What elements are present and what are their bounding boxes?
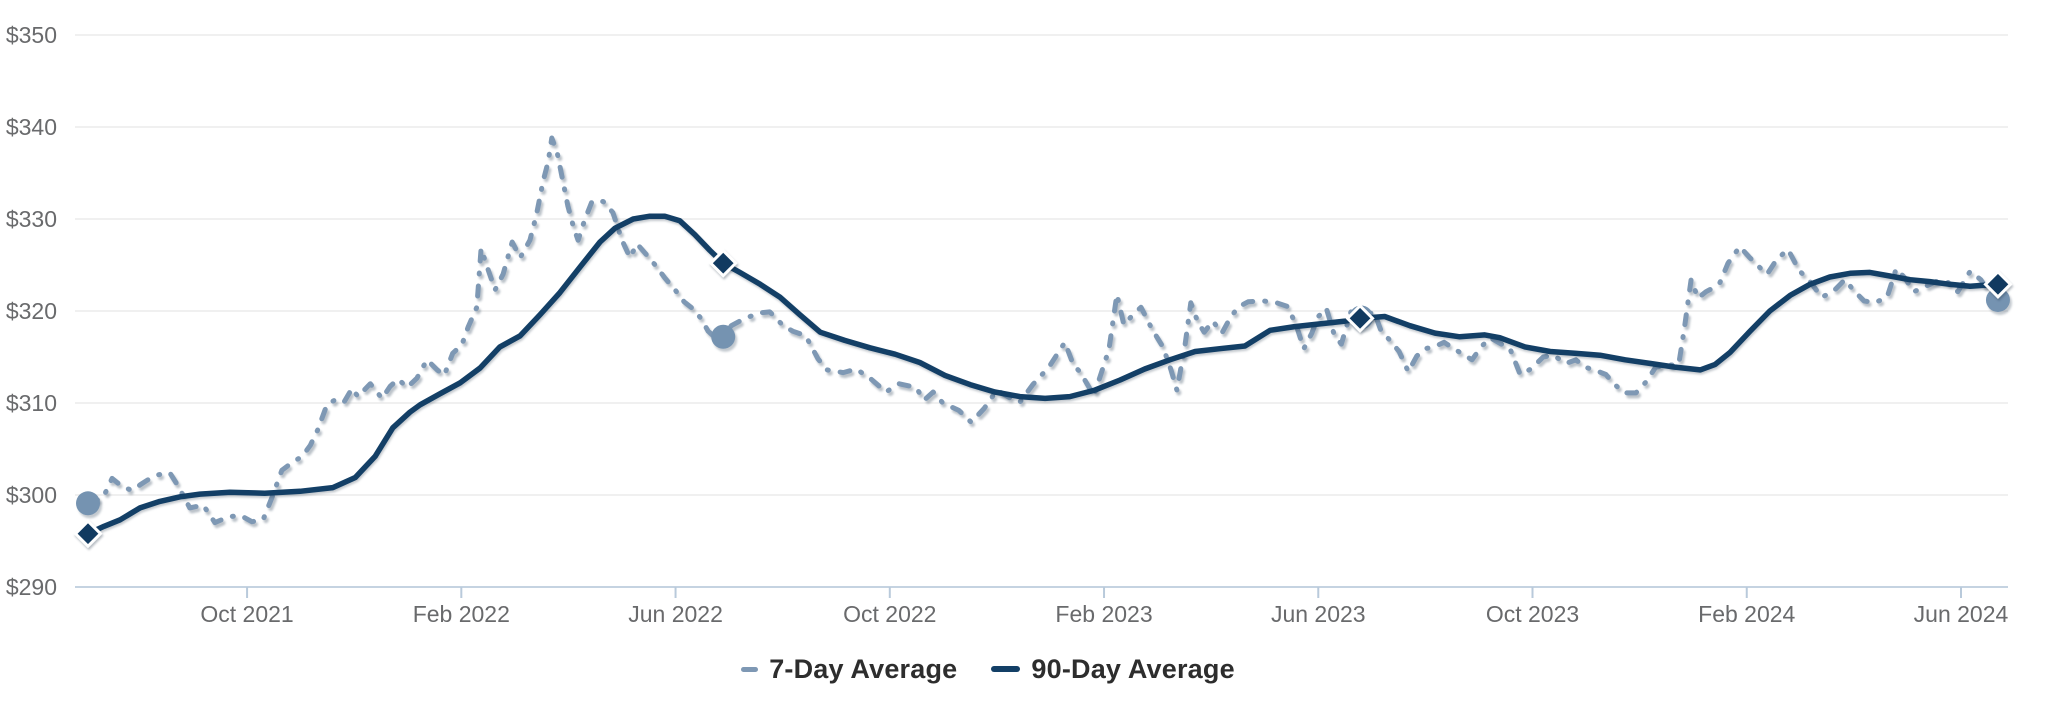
series-90day-average-line — [85, 213, 2001, 537]
marker-circle-1 — [711, 324, 736, 349]
legend-item-90day-average[interactable]: 90-Day Average — [991, 653, 1235, 685]
x-axis-label-1: Feb 2022 — [413, 601, 510, 627]
marker-diamond-2 — [1345, 303, 1375, 333]
marker-diamond-1 — [708, 248, 738, 278]
y-axis-label-330: $330 — [6, 206, 57, 232]
legend-label-7day-average: 7-Day Average — [769, 653, 958, 684]
x-axis-label-7: Feb 2024 — [1698, 601, 1795, 627]
x-axis-label-0: Oct 2021 — [200, 601, 293, 627]
series-7day-average-line — [85, 135, 2001, 526]
x-axis-label-5: Jun 2023 — [1271, 601, 1366, 627]
x-axis-label-2: Jun 2022 — [628, 601, 723, 627]
y-axis-label-350: $350 — [6, 22, 57, 48]
marker-diamond-3 — [1983, 269, 2013, 299]
y-axis-label-290: $290 — [6, 574, 57, 600]
y-axis-label-340: $340 — [6, 114, 57, 140]
x-axis-label-6: Oct 2023 — [1486, 601, 1579, 627]
chart-canvas: $290 $300 $310 $320 $330 $340 $350 Oct 2021 Feb … — [5, 22, 2013, 627]
x-axis-label-8: Jun 2024 — [1914, 601, 2009, 627]
90day-solid-line-swatch-icon — [991, 666, 1021, 672]
legend-label-90day-average: 90-Day Average — [1031, 653, 1235, 684]
legend-item-7day-average[interactable]: 7-Day Average — [741, 654, 957, 685]
x-axis-label-4: Feb 2023 — [1055, 601, 1152, 627]
y-axis-label-310: $310 — [6, 390, 57, 416]
marker-circle-3 — [1985, 287, 2010, 312]
marker-diamond-0 — [73, 519, 103, 549]
y-axis-label-300: $300 — [6, 482, 57, 508]
y-axis-label-320: $320 — [6, 298, 57, 324]
x-axis-label-3: Oct 2022 — [843, 601, 936, 627]
marker-circle-0 — [76, 491, 100, 516]
7day-dashed-line-swatch-icon — [741, 666, 759, 672]
chart-legend: 7-Day Average 90-Day Average — [0, 644, 2012, 694]
